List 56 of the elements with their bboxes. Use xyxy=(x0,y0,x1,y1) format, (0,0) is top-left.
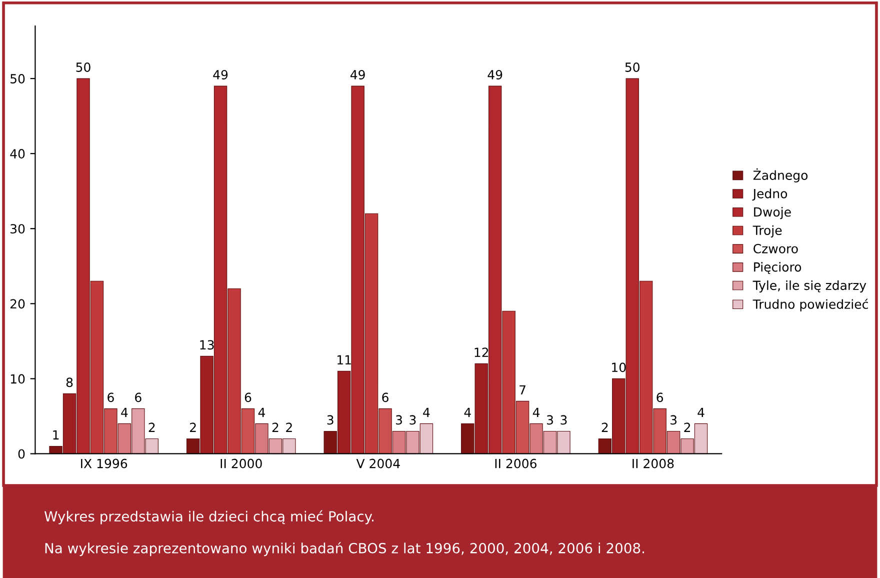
legend-label: Tyle, ile się zdarzy xyxy=(752,280,866,292)
data-label: 4 xyxy=(532,408,540,417)
data-label: 2 xyxy=(272,422,278,432)
y-tick-label: 50 xyxy=(10,74,25,84)
data-label: 2 xyxy=(148,422,155,432)
data-label: 49 xyxy=(213,70,228,80)
data-label: 2 xyxy=(286,422,292,432)
data-label: 49 xyxy=(488,70,502,80)
x-tick-label: V 2004 xyxy=(356,458,400,468)
data-label: 3 xyxy=(327,415,334,425)
y-tick-label: 0 xyxy=(18,449,25,459)
legend-label: Troje xyxy=(752,225,782,238)
legend-label: Czworo xyxy=(754,244,798,254)
data-label: 3 xyxy=(560,415,567,425)
x-tick-label: II 2000 xyxy=(220,458,262,468)
data-label: 6 xyxy=(382,392,388,402)
legend-label: Pięcioro xyxy=(754,262,802,274)
data-label: 3 xyxy=(670,415,677,425)
data-label: 10 xyxy=(612,362,626,372)
x-tick-label: II 2006 xyxy=(495,458,536,468)
data-label: 3 xyxy=(546,415,553,425)
data-label: 50 xyxy=(76,62,90,72)
data-label: 7 xyxy=(520,385,526,394)
data-label: 4 xyxy=(423,408,430,417)
data-label: 8 xyxy=(66,378,73,388)
data-label: 50 xyxy=(625,62,640,72)
x-tick-label: IX 1996 xyxy=(81,458,128,468)
data-label: 1 xyxy=(53,430,59,440)
data-label: 2 xyxy=(602,422,608,432)
y-tick-label: 20 xyxy=(10,299,25,309)
data-label: 6 xyxy=(108,392,114,402)
data-label: 11 xyxy=(338,355,351,364)
text: Wykres przedstawia ile dzieci chcą mieć Polacy. xyxy=(44,510,374,524)
data-label: 6 xyxy=(135,392,142,402)
data-label: 2 xyxy=(684,422,690,432)
y-tick-label: 40 xyxy=(10,149,25,158)
data-label: 4 xyxy=(258,408,265,417)
data-label: 6 xyxy=(244,392,252,402)
y-tick-label: 30 xyxy=(10,224,25,234)
data-label: 13 xyxy=(200,340,214,350)
data-label: 4 xyxy=(698,408,704,417)
legend-label: Żadnego xyxy=(753,168,808,182)
data-label: 6 xyxy=(656,392,664,402)
data-label: 12 xyxy=(474,348,488,357)
data-label: 4 xyxy=(121,408,128,417)
legend-label: Jedno xyxy=(752,188,788,201)
legend-label: Dwoje xyxy=(754,207,791,220)
data-label: 2 xyxy=(190,422,196,432)
data-label: 49 xyxy=(350,70,365,80)
data-label: 3 xyxy=(410,415,416,425)
data-label: 3 xyxy=(396,415,402,425)
x-tick-label: II 2008 xyxy=(632,458,674,468)
text: Na wykresie zaprezentowano wyniki badań CBOS z lat 1996, 2000, 2004, 2006 i 2008. xyxy=(45,542,644,556)
data-label: 4 xyxy=(464,408,471,417)
legend-label: Trudno powiedzieć xyxy=(752,298,868,312)
y-tick-label: 10 xyxy=(10,374,25,384)
